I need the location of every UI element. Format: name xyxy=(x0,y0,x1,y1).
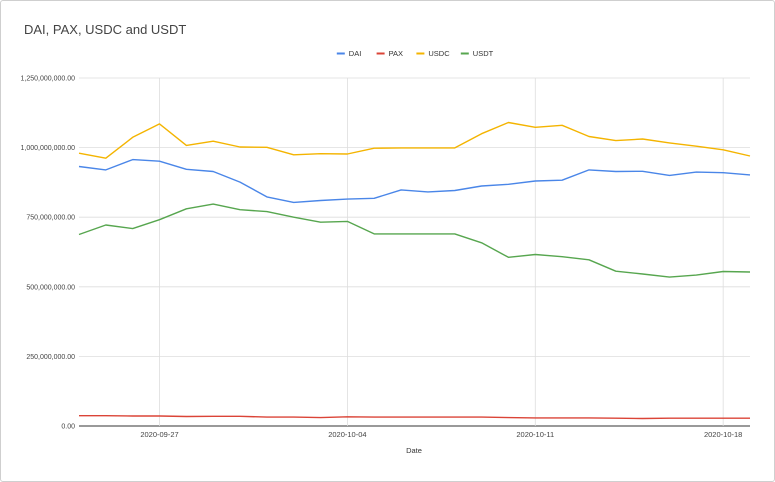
x-axis-ticks: 2020-09-27 2020-10-04 2020-10-11 2020-10-18 xyxy=(140,430,742,439)
y-tick-label: 1,250,000,000.00 xyxy=(21,76,76,83)
legend-label-usdt: USDT xyxy=(473,49,494,58)
x-tick-label: 2020-09-27 xyxy=(140,430,178,439)
y-tick-label: 750,000,000.00 xyxy=(26,215,75,222)
x-tick-label: 2020-10-11 xyxy=(516,430,554,439)
legend-label-pax: PAX xyxy=(389,49,403,58)
series-line-usdt xyxy=(78,203,751,278)
legend: DAI PAX USDC USDT xyxy=(336,49,494,58)
series-line-usdc xyxy=(78,121,751,159)
x-tick-label: 2020-10-04 xyxy=(328,430,366,439)
series-lines xyxy=(78,121,751,420)
series-line-dai xyxy=(78,158,751,204)
series-line-pax xyxy=(79,415,750,420)
x-tick-label: 2020-10-18 xyxy=(704,430,742,439)
legend-label-usdc: USDC xyxy=(428,49,450,58)
legend-label-dai: DAI xyxy=(349,49,362,58)
grid-lines xyxy=(79,77,750,427)
y-axis-ticks: 0.00 250,000,000.00 500,000,000.00 750,000,… xyxy=(21,76,76,431)
y-tick-label: 0.00 xyxy=(61,424,75,431)
y-tick-label: 1,000,000,000.00 xyxy=(21,145,76,152)
x-axis-label: Date xyxy=(406,446,422,455)
y-tick-label: 500,000,000.00 xyxy=(26,284,75,291)
chart-title: DAI, PAX, USDC and USDT xyxy=(24,22,187,37)
y-tick-label: 250,000,000.00 xyxy=(26,354,75,361)
